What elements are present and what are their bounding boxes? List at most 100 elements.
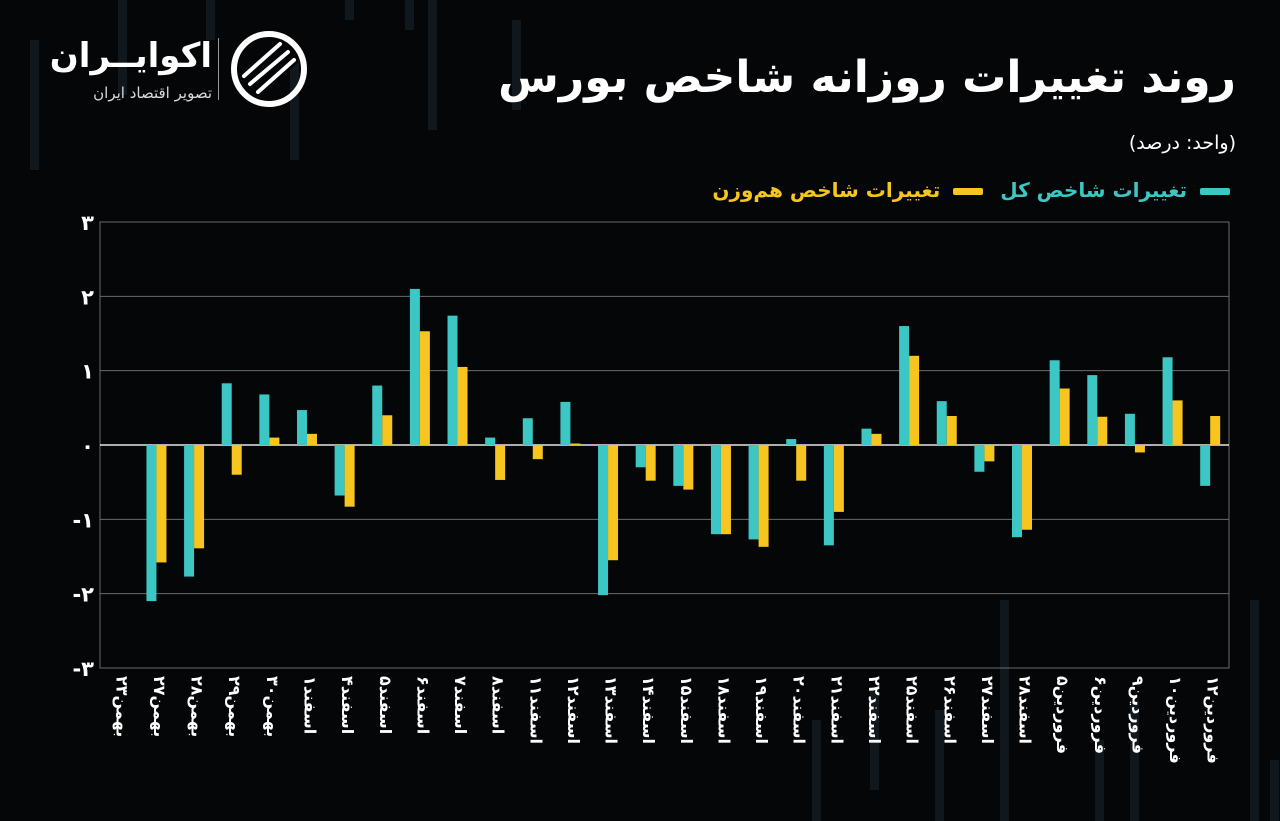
y-tick-label: ۰ [81,434,94,458]
bg-candle [428,0,437,130]
bg-candle [1095,740,1104,821]
brand-logo: اکوایــران تصویر اقتصاد ایران [48,30,318,110]
bg-candle [935,710,944,821]
x-tick-label: فروردین۶ [1091,676,1110,754]
bar-total-index [296,410,307,445]
bg-candle [1130,700,1139,821]
bar-total-index [485,437,496,445]
bar-equal-weight-index [231,445,242,475]
bar-total-index [673,445,684,486]
brand-name: اکوایــران [49,36,212,76]
bar-equal-weight-index [1059,388,1070,445]
bar-equal-weight-index [984,445,995,462]
bar-equal-weight-index [570,443,581,445]
bar-total-index [1049,360,1060,445]
bg-candle [290,60,299,160]
y-tick-label: ۳ [81,211,94,235]
x-tick-label: اسفند۶ [413,676,432,734]
bar-total-index [861,428,872,445]
y-tick-label: ۱ [81,360,94,384]
bar-equal-weight-index [1172,400,1183,445]
x-tick-label: اسفند۱۵ [677,676,696,744]
bar-total-index [221,383,232,445]
bar-total-index [598,445,609,596]
y-tick-label: -۱ [72,508,94,532]
bar-total-index [1200,445,1211,486]
bar-total-index [1162,357,1173,445]
bg-candle [1000,600,1009,821]
bar-total-index [786,439,797,445]
x-tick-label: اسفند۵ [376,676,395,734]
bar-equal-weight-index [1097,416,1108,445]
bar-total-index [823,445,834,546]
bg-candle [1270,760,1279,821]
x-tick-label: اسفند۲۸ [1016,676,1035,744]
legend-swatch-gold [953,188,984,195]
bar-equal-weight-index [156,445,167,563]
x-tick-label: اسفند۲۷ [978,676,997,744]
bar-total-index [560,401,571,445]
bar-total-index [372,385,383,445]
bar-equal-weight-index [833,445,844,512]
bg-candle [345,0,354,20]
x-tick-label: اسفند۲۵ [903,676,922,744]
x-tick-label: بهمن۳۰ [263,676,282,737]
bar-total-index [447,315,458,445]
x-tick-label: اسفند۲۶ [940,676,959,744]
bar-total-index [184,445,195,577]
x-tick-label: اسفند۷ [451,676,470,734]
bg-candle [812,720,821,821]
bar-total-index [1012,445,1023,538]
bar-total-index [748,445,759,540]
x-tick-label: اسفند۱۴ [639,676,658,744]
x-tick-label: بهمن۲۳ [112,676,131,737]
x-tick-label: فروردین۱۰ [1166,676,1185,764]
bar-total-index [409,288,420,445]
bar-total-index [1087,375,1098,445]
x-tick-label: اسفند۸ [489,676,508,734]
bar-equal-weight-index [344,445,355,507]
bar-equal-weight-index [1134,445,1145,453]
x-tick-label: اسفند۲۰ [790,676,809,744]
legend-swatch-teal [1200,188,1230,195]
bar-equal-weight-index [608,445,619,561]
brand-mark-icon [231,31,307,107]
x-tick-label: اسفند۱۹ [752,676,771,744]
bar-total-index [899,326,910,445]
bg-candle [206,0,215,40]
y-tick-label: -۳ [72,657,94,681]
bar-equal-weight-index [720,445,731,535]
bar-equal-weight-index [871,433,882,445]
bar-equal-weight-index [495,445,506,480]
bar-equal-weight-index [532,445,543,460]
x-tick-label: بهمن۲۷ [150,676,169,737]
bar-equal-weight-index [1210,416,1221,445]
x-tick-label: اسفند۱۸ [714,676,733,744]
bar-equal-weight-index [419,331,430,445]
brand-tagline: تصویر اقتصاد ایران [93,84,212,102]
bar-equal-weight-index [457,366,468,445]
bar-total-index [710,445,721,535]
x-tick-label: اسفند۲۱ [827,676,846,744]
x-tick-label: اسفند۱۱ [526,676,545,744]
bar-equal-weight-index [269,437,280,445]
bar-total-index [974,445,985,472]
legend-item-total: تغییرات شاخص کل [1000,178,1230,202]
bg-candle [405,0,414,30]
bar-total-index [1124,413,1135,445]
bar-total-index [334,445,345,496]
bar-equal-weight-index [946,416,957,445]
bar-total-index [936,401,947,445]
bar-equal-weight-index [194,445,205,549]
bar-equal-weight-index [1022,445,1033,530]
y-tick-label: ۲ [81,285,94,309]
legend-label-total: تغییرات شاخص کل [1000,178,1188,202]
bar-total-index [522,418,533,445]
x-tick-label: فروردین۱۲ [1204,676,1223,764]
x-tick-label: اسفند۱ [300,676,319,734]
legend-item-equal: تغییرات شاخص هم‌وزن [712,178,984,202]
legend-label-equal: تغییرات شاخص هم‌وزن [712,178,941,202]
bar-equal-weight-index [796,445,807,481]
